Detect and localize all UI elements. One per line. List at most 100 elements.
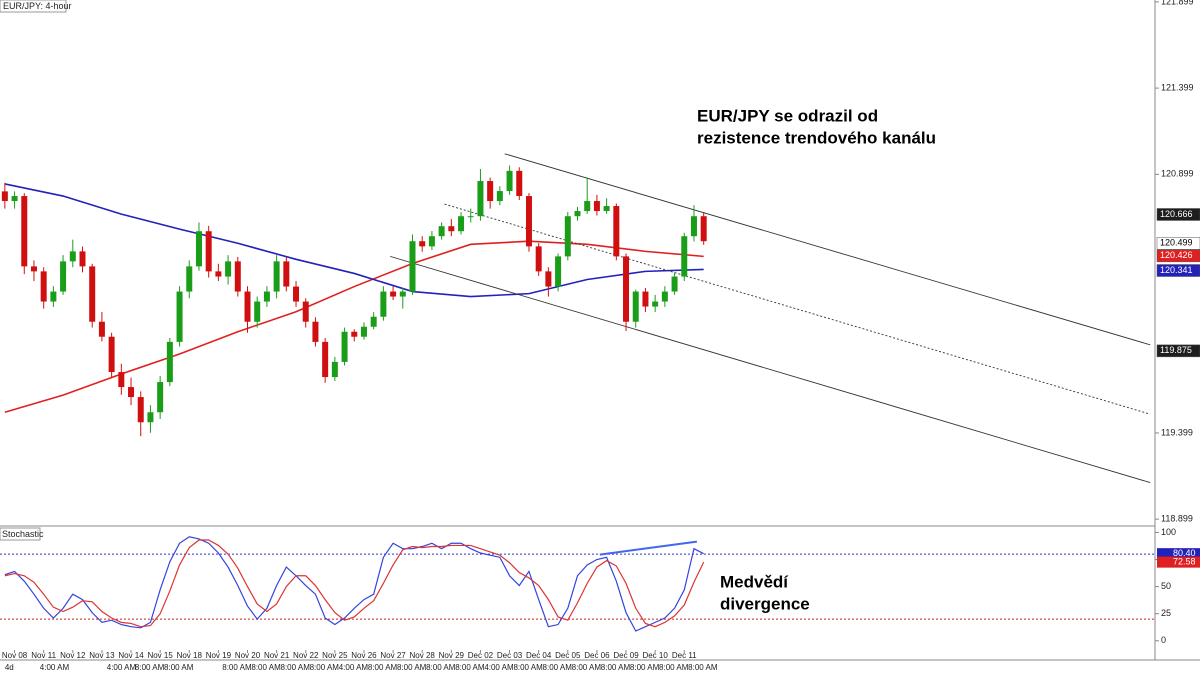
- candle-body: [380, 291, 387, 317]
- candle-body: [40, 271, 47, 302]
- candle-body: [574, 211, 581, 217]
- time-tick-label: 8:00 AM: [368, 663, 398, 672]
- title-box: [0, 0, 67, 13]
- candle-body: [254, 301, 261, 322]
- x-tick-label: Dec 02: [468, 651, 494, 660]
- stochastic-line: [4, 539, 705, 628]
- x-tick-label: Nov 11: [31, 651, 56, 660]
- x-tick-label: Nov 21: [264, 651, 290, 660]
- candle-body: [593, 201, 600, 212]
- candle-body: [603, 206, 610, 212]
- time-tick-label: 8:00 AM: [543, 663, 573, 672]
- price-label-box: [1156, 344, 1200, 358]
- candle-body: [496, 191, 503, 202]
- candle-body: [263, 291, 270, 302]
- candle-body: [399, 291, 406, 297]
- candle-body: [467, 216, 474, 218]
- x-tick-label: Dec 05: [555, 651, 581, 660]
- time-tick-label: 8:00 AM: [222, 663, 252, 672]
- y-tick-label: 120.899: [1161, 169, 1194, 179]
- candle-body: [700, 216, 707, 242]
- x-tick-label: Nov 22: [293, 651, 319, 660]
- time-tick-label: 8:00 AM: [659, 663, 689, 672]
- price-label: 120.499: [1160, 238, 1193, 248]
- price-label: 119.875: [1160, 345, 1192, 355]
- x-tick-label: Nov 12: [60, 651, 86, 660]
- annotation: EUR/JPY se odrazil od: [697, 106, 878, 125]
- x-tick-label: Nov 19: [206, 651, 232, 660]
- y-tick-label: 100: [1161, 527, 1176, 537]
- x-tick-label: Nov 13: [89, 651, 115, 660]
- candle-body: [166, 341, 173, 383]
- indicator-title: Stochastic: [2, 529, 44, 539]
- price-label-box: [1157, 556, 1200, 568]
- candle-body: [273, 261, 280, 292]
- x-tick-label: Nov 14: [118, 651, 144, 660]
- candle-body: [409, 241, 416, 292]
- candle-body: [370, 316, 377, 327]
- time-tick-label: 8:00 AM: [135, 663, 165, 672]
- candle-body: [428, 236, 435, 247]
- y-tick-label: 50: [1161, 581, 1171, 591]
- candle-body: [487, 181, 494, 202]
- candle-body: [690, 216, 697, 237]
- y-tick-label: 0: [1161, 635, 1166, 645]
- moving-average: [4, 183, 704, 298]
- price-label-box: [1157, 548, 1200, 560]
- candle-body: [108, 336, 115, 373]
- time-tick-label: 8:00 AM: [630, 663, 660, 672]
- candle-body: [302, 301, 309, 322]
- price-label-box: [1156, 208, 1200, 221]
- price-label: 120.341: [1160, 265, 1193, 275]
- candle-body: [632, 291, 639, 322]
- candle-body: [390, 291, 397, 297]
- candle-body: [205, 231, 212, 272]
- annotation: divergence: [720, 594, 810, 613]
- candle-body: [11, 196, 18, 202]
- channel-line: [390, 255, 1151, 484]
- annotation: Medvědí: [720, 572, 789, 591]
- candle-body: [458, 216, 465, 232]
- candle-body: [642, 291, 649, 307]
- candle-body: [322, 341, 329, 378]
- candle-body: [516, 170, 523, 197]
- y-tick-label: 121.399: [1161, 82, 1194, 92]
- candle-body: [30, 266, 37, 272]
- time-tick-label: 8:00 AM: [572, 663, 602, 672]
- price-label-box: [1156, 264, 1200, 277]
- y-tick-label: 25: [1161, 608, 1171, 618]
- candle-body: [234, 261, 241, 292]
- candle-body: [312, 321, 319, 342]
- annotation: rezistence trendového kanálu: [697, 128, 936, 147]
- candle-body: [79, 251, 86, 267]
- candle-body: [244, 291, 251, 322]
- candle-body: [545, 271, 552, 287]
- y-tick-label: 119.399: [1161, 427, 1193, 437]
- candle-body: [195, 231, 202, 267]
- x-tick-label: Nov 20: [235, 651, 261, 660]
- price-label: 120.426: [1160, 250, 1193, 260]
- candle-body: [360, 326, 367, 337]
- candle-body: [525, 196, 532, 247]
- candle-body: [506, 170, 513, 192]
- channel-line: [444, 203, 1151, 415]
- candle-body: [1, 191, 8, 202]
- candle-body: [21, 196, 28, 267]
- channel-line: [504, 153, 1151, 346]
- x-tick-label: Nov 26: [351, 651, 377, 660]
- x-tick-label: Nov 15: [147, 651, 173, 660]
- x-tick-label: Nov 27: [380, 651, 406, 660]
- price-label: 72.58: [1173, 557, 1196, 567]
- candle-body: [186, 266, 193, 292]
- price-label-box: [1156, 237, 1200, 250]
- time-tick-label: 4d: [5, 663, 14, 672]
- candle-body: [584, 201, 591, 212]
- price-label: 120.666: [1160, 209, 1193, 219]
- candle-body: [60, 261, 67, 292]
- chart-title: EUR/JPY: 4-hour: [3, 1, 72, 11]
- time-tick-label: 4:00 AM: [107, 663, 137, 672]
- candle-body: [137, 397, 144, 423]
